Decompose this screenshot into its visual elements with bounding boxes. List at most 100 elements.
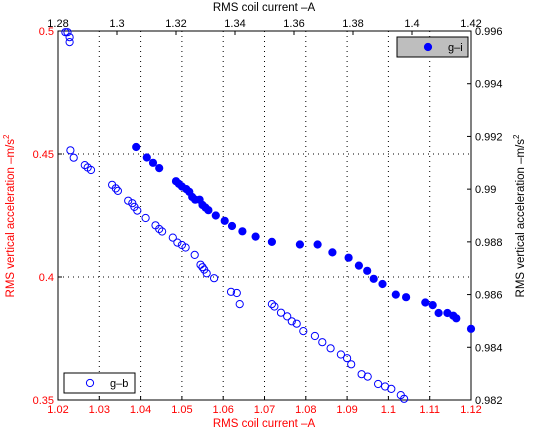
data-point-gb: [66, 146, 75, 155]
bottom-tick-label: 1.12: [460, 404, 481, 416]
right-axis-label: RMS vertical acceleration –m/s2: [512, 134, 527, 298]
data-point-gb: [133, 206, 142, 215]
top-tick-label: 1.3: [109, 18, 124, 30]
right-tick-label: 0.99: [475, 184, 496, 196]
left-axis-label-main: RMS vertical acceleration –m/s: [5, 139, 17, 298]
data-point-gb: [65, 33, 74, 42]
bottom-tick-label: 1.1: [381, 404, 396, 416]
data-point-gi: [132, 142, 141, 152]
data-point-gb: [310, 331, 319, 341]
data-point-gb: [86, 165, 96, 175]
data-point-gi: [354, 261, 363, 270]
left-tick-label: 0.5: [39, 26, 54, 38]
bottom-tick-label: 1.11: [419, 404, 440, 416]
right-tick-label: 0.986: [475, 290, 503, 302]
legend-gb-label: g–b: [110, 378, 128, 390]
data-point-gb: [235, 300, 244, 309]
data-point-gb: [113, 186, 123, 195]
bottom-tick-label: 1.09: [336, 404, 357, 416]
data-point-gb: [181, 243, 190, 252]
data-point-gb: [336, 350, 345, 359]
top-tick-label: 1.28: [47, 18, 68, 30]
data-point-gb: [61, 28, 70, 37]
left-axis-label: RMS vertical acceleration –m/s2: [2, 134, 17, 298]
data-point-gb: [283, 312, 292, 321]
data-point-gb: [287, 317, 296, 326]
legend-gb-box: [63, 372, 136, 394]
data-point-gi: [434, 308, 443, 318]
data-point-gi: [369, 274, 378, 283]
data-point-gb: [158, 227, 167, 236]
data-point-gb: [343, 354, 352, 363]
top-tick-label: 1.42: [460, 18, 481, 30]
data-point-gi: [328, 248, 337, 257]
data-point-gi: [313, 240, 322, 249]
data-point-gb: [276, 308, 286, 317]
data-point-gi: [211, 211, 220, 220]
legend-gb-marker: [85, 378, 95, 388]
data-point-gi: [402, 293, 411, 302]
data-point-gi: [428, 301, 437, 310]
right-tick-label: 0.982: [475, 395, 503, 407]
top-tick-label: 1.4: [404, 18, 419, 30]
data-point-gb: [326, 344, 335, 353]
legend-gb: g–b: [63, 372, 136, 394]
top-tick-label: 1.32: [165, 18, 186, 30]
data-point-gi: [220, 216, 229, 225]
data-point-gi: [452, 314, 461, 323]
bottom-tick-label: 1.07: [254, 404, 275, 416]
data-point-gb: [299, 327, 308, 336]
data-point-gb: [190, 250, 199, 259]
data-point-gi: [267, 237, 276, 246]
data-point-gb: [63, 28, 72, 37]
data-point-gi: [378, 279, 387, 289]
bottom-tick-label: 1.06: [212, 404, 233, 416]
legend-gi-label: g–i: [448, 42, 463, 54]
top-tick-label: 1.36: [283, 18, 304, 30]
data-point-gi: [421, 298, 430, 307]
left-tick-label: 0.35: [33, 395, 54, 407]
right-tick-label: 0.988: [475, 237, 503, 249]
data-point-gb: [198, 263, 207, 272]
legend-gi-box: [396, 36, 469, 58]
legend-gi: g–i: [396, 36, 469, 58]
data-point-gi: [227, 221, 237, 231]
bottom-tick-label: 1.08: [295, 404, 316, 416]
data-point-gi: [391, 290, 400, 299]
right-axis-label-main: RMS vertical acceleration –m/s: [515, 139, 527, 298]
data-point-gb: [111, 184, 120, 193]
top-axis-label: RMS coil current –A: [213, 2, 316, 14]
data-point-gb: [65, 38, 74, 47]
data-point-gb: [226, 287, 236, 296]
bottom-tick-label: 1.03: [89, 404, 110, 416]
data-point-gb: [400, 394, 409, 403]
data-point-gi: [238, 227, 247, 236]
left-tick-label: 0.45: [33, 149, 54, 161]
data-point-gi: [148, 158, 158, 167]
data-point-gb: [363, 372, 372, 381]
data-point-gb: [155, 224, 164, 234]
right-axis-label-superscript: 2: [512, 134, 521, 139]
data-point-gi: [363, 266, 372, 275]
data-point-gi: [344, 253, 353, 262]
data-point-gb: [270, 302, 279, 311]
data-point-gb: [232, 288, 241, 298]
data-point-gb: [202, 269, 211, 278]
data-point-gi: [142, 153, 151, 162]
bottom-tick-label: 1.05: [171, 404, 192, 416]
data-point-gb: [318, 338, 327, 347]
bottom-tick-label: 1.02: [47, 404, 68, 416]
right-tick-label: 0.992: [475, 131, 503, 143]
data-point-gb: [292, 319, 301, 328]
axis-ticks: 1.02 1.03 1.04 1.05 1.06 1.07 1.08 1.09 1.1 1.11 1…: [33, 18, 503, 416]
bottom-axis-label: RMS coil current –A: [213, 418, 316, 430]
right-tick-label: 0.994: [475, 79, 503, 91]
data-point-gi: [204, 206, 213, 215]
left-tick-label: 0.4: [39, 272, 54, 284]
left-axis-label-superscript: 2: [2, 134, 11, 139]
data-point-gb: [69, 153, 78, 162]
bottom-tick-label: 1.04: [130, 404, 151, 416]
data-points: [61, 28, 476, 403]
